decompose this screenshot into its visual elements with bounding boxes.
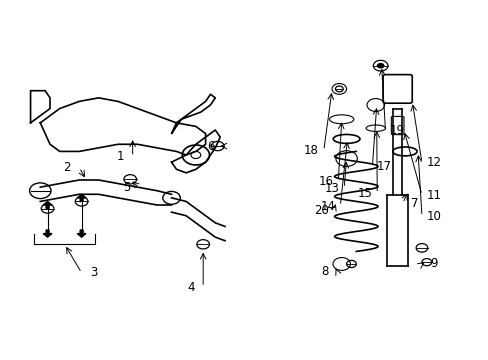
Text: 9: 9 (429, 257, 437, 270)
Text: 19: 19 (389, 124, 405, 137)
FancyArrow shape (43, 202, 52, 208)
Text: 2: 2 (63, 161, 71, 174)
Text: 18: 18 (304, 144, 318, 157)
Text: 17: 17 (376, 160, 391, 173)
Text: 3: 3 (90, 266, 97, 279)
Text: 14: 14 (320, 199, 335, 212)
Text: 15: 15 (357, 187, 372, 200)
Text: 10: 10 (426, 210, 441, 223)
Text: 13: 13 (324, 182, 339, 195)
FancyArrow shape (77, 230, 86, 237)
Circle shape (376, 63, 384, 68)
Text: 12: 12 (426, 156, 441, 169)
Text: 6: 6 (206, 140, 214, 153)
Text: 4: 4 (187, 281, 194, 294)
Text: 1: 1 (117, 150, 124, 163)
Text: 8: 8 (321, 265, 328, 278)
Text: 5: 5 (123, 181, 130, 194)
Text: 7: 7 (410, 197, 418, 210)
Text: 11: 11 (426, 189, 441, 202)
Text: 16: 16 (318, 175, 333, 188)
FancyArrow shape (77, 194, 86, 202)
FancyArrow shape (43, 230, 52, 237)
Text: 20: 20 (313, 204, 328, 217)
